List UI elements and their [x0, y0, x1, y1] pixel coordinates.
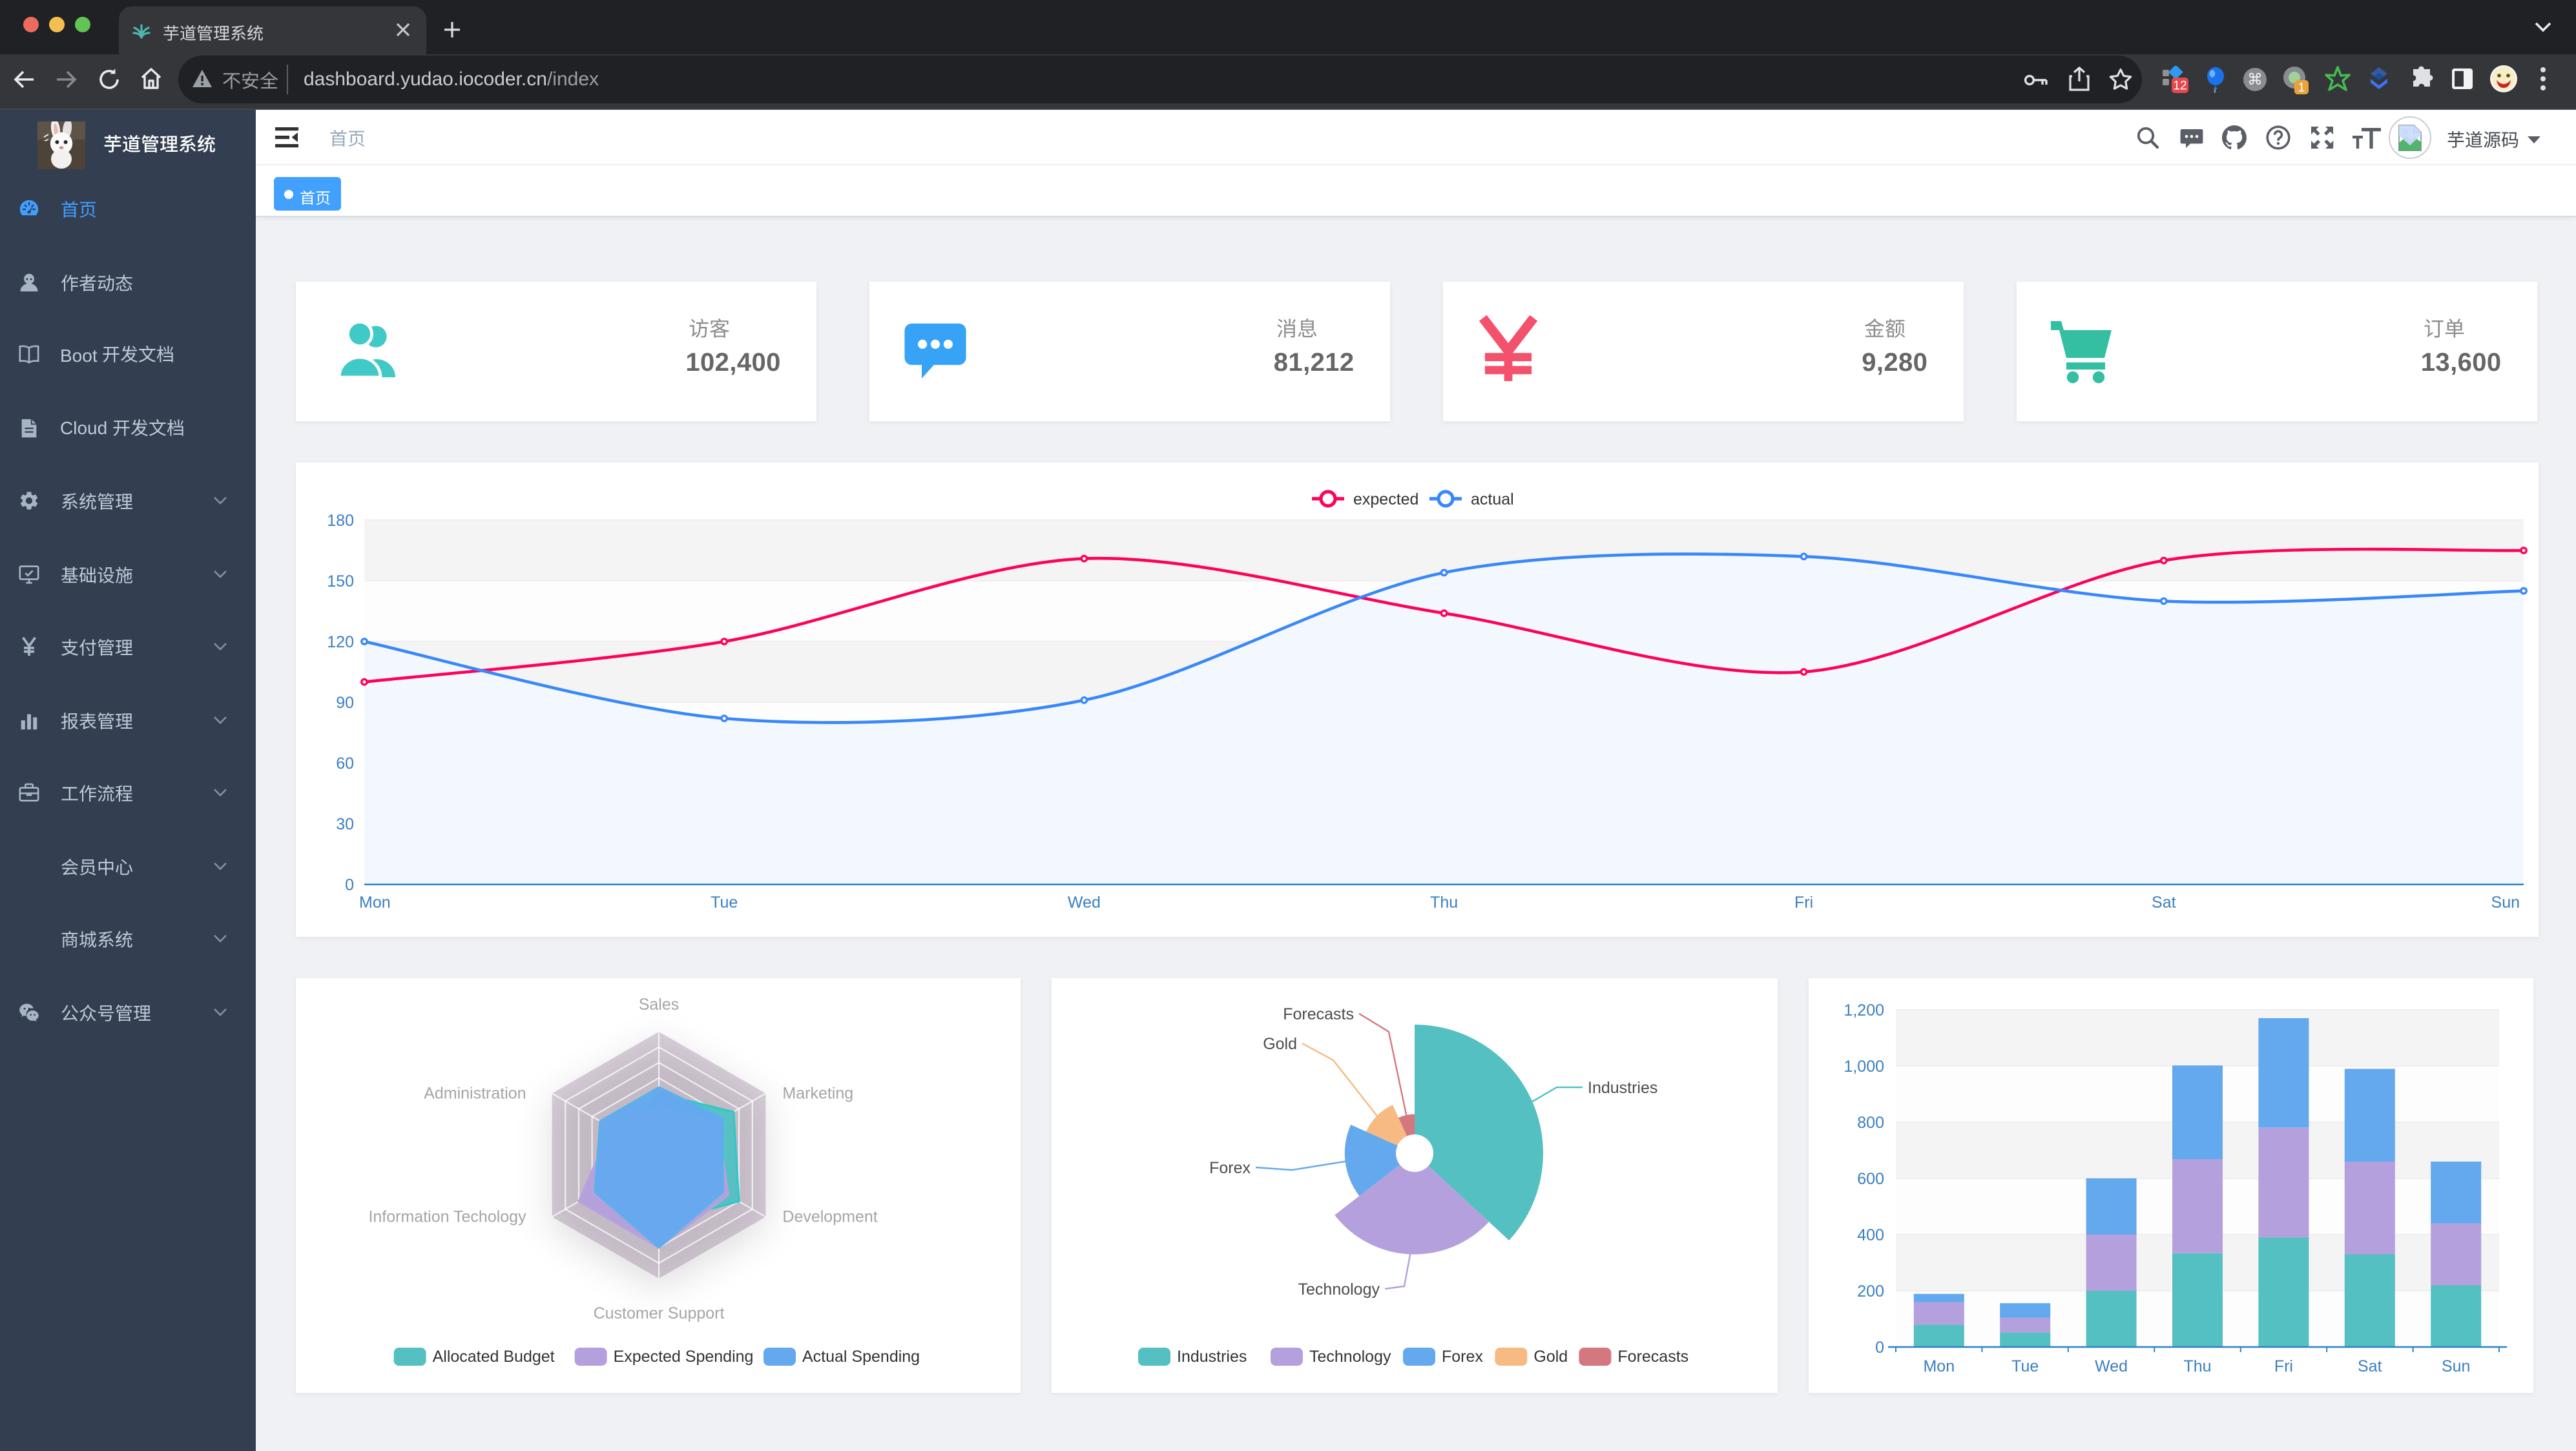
svg-text:Expected Spending: Expected Spending [613, 1348, 753, 1366]
svg-text:400: 400 [1856, 1226, 1884, 1244]
svg-text:Development: Development [782, 1208, 877, 1226]
svg-text:Forecasts: Forecasts [1617, 1348, 1688, 1366]
svg-text:120: 120 [326, 633, 353, 651]
svg-text:Information Techology: Information Techology [368, 1208, 526, 1226]
svg-text:0: 0 [344, 876, 353, 894]
svg-text:Gold: Gold [1263, 1035, 1297, 1053]
svg-text:Sun: Sun [2441, 1357, 2469, 1375]
svg-text:Forecasts: Forecasts [1283, 1005, 1354, 1023]
svg-text:expected: expected [1353, 490, 1418, 508]
svg-text:Mon: Mon [1922, 1357, 1954, 1375]
svg-text:Sun: Sun [2491, 893, 2519, 912]
svg-text:12: 12 [2173, 79, 2186, 93]
svg-text:Sat: Sat [2151, 893, 2176, 912]
svg-text:1,000: 1,000 [1843, 1058, 1884, 1076]
svg-text:Sat: Sat [2357, 1357, 2382, 1375]
svg-text:Industries: Industries [1177, 1348, 1247, 1366]
svg-text:Forex: Forex [1442, 1348, 1483, 1366]
svg-text:150: 150 [326, 572, 353, 590]
svg-text:Gold: Gold [1533, 1348, 1568, 1366]
svg-text:Fri: Fri [2274, 1357, 2292, 1375]
svg-text:800: 800 [1856, 1114, 1884, 1132]
svg-text:30: 30 [335, 815, 353, 833]
svg-text:Administration: Administration [423, 1084, 525, 1102]
svg-text:180: 180 [326, 512, 353, 530]
svg-text:actual: actual [1470, 490, 1513, 508]
svg-text:Customer Support: Customer Support [593, 1304, 724, 1322]
svg-text:Fri: Fri [1794, 893, 1813, 912]
svg-text:Allocated Budget: Allocated Budget [432, 1348, 554, 1366]
svg-text:Technology: Technology [1298, 1280, 1380, 1299]
svg-text:Thu: Thu [1429, 893, 1457, 912]
svg-text:Forex: Forex [1209, 1159, 1251, 1177]
svg-text:Sales: Sales [638, 996, 679, 1014]
svg-text:600: 600 [1856, 1170, 1884, 1188]
svg-text:⌘: ⌘ [2247, 71, 2263, 89]
svg-text:1,200: 1,200 [1843, 1001, 1884, 1019]
svg-text:200: 200 [1856, 1282, 1884, 1300]
svg-text:Technology: Technology [1309, 1348, 1391, 1366]
svg-text:Actual Spending: Actual Spending [802, 1348, 919, 1366]
svg-text:60: 60 [335, 755, 353, 773]
svg-text:1: 1 [2298, 81, 2305, 94]
svg-text:Tue: Tue [710, 893, 737, 912]
svg-text:Wed: Wed [1067, 893, 1100, 912]
svg-text:Wed: Wed [2094, 1357, 2127, 1375]
svg-text:Marketing: Marketing [782, 1084, 853, 1102]
svg-text:Tue: Tue [2011, 1357, 2038, 1375]
svg-text:Thu: Thu [2183, 1357, 2210, 1375]
svg-text:Industries: Industries [1588, 1079, 1657, 1097]
svg-text:90: 90 [335, 694, 353, 712]
svg-text:0: 0 [1875, 1339, 1884, 1357]
svg-text:Mon: Mon [358, 893, 390, 912]
